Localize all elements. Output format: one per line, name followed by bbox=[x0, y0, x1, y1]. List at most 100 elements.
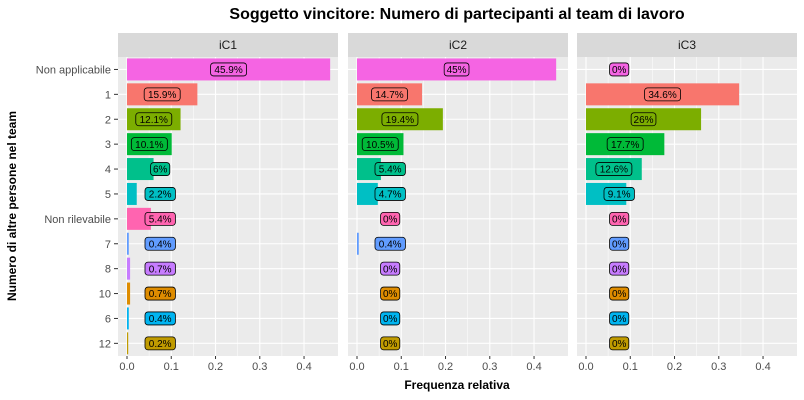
data-label: 0.7% bbox=[144, 286, 176, 301]
data-label-box bbox=[135, 112, 173, 127]
y-tick-label: 10 bbox=[99, 289, 111, 301]
data-label: 0% bbox=[609, 286, 630, 301]
x-tick-label: 0.0 bbox=[578, 361, 593, 373]
data-label: 0.7% bbox=[144, 261, 176, 276]
data-label-text: 15.9% bbox=[148, 90, 176, 101]
data-label-box bbox=[144, 211, 176, 226]
panel-background bbox=[118, 57, 338, 356]
data-label-text: 0% bbox=[383, 339, 398, 350]
data-label: 14.7% bbox=[371, 87, 408, 102]
data-label-text: 17.7% bbox=[611, 140, 639, 151]
x-tick-label: 0.0 bbox=[119, 361, 134, 373]
data-label: 0.2% bbox=[144, 336, 176, 351]
data-label-text: 0% bbox=[612, 214, 627, 225]
facet-strip bbox=[348, 33, 568, 57]
y-tick-label: 7 bbox=[105, 239, 111, 251]
data-label-box bbox=[609, 62, 630, 77]
data-label-box bbox=[144, 187, 176, 201]
y-tick-label: 6 bbox=[105, 313, 111, 325]
data-label-text: 4.7% bbox=[379, 190, 402, 201]
x-tick-label: 0.2 bbox=[438, 361, 453, 373]
data-label-box bbox=[595, 162, 633, 176]
x-tick-label: 0.3 bbox=[711, 361, 726, 373]
data-label: 10.1% bbox=[130, 137, 168, 152]
data-label-box bbox=[630, 112, 657, 127]
data-label-text: 14.7% bbox=[375, 90, 403, 101]
bar bbox=[127, 182, 137, 205]
data-label: 0% bbox=[380, 261, 401, 276]
data-label: 26% bbox=[630, 112, 657, 127]
x-tick-label: 0.4 bbox=[296, 361, 311, 373]
x-tick-label: 0.4 bbox=[755, 361, 770, 373]
panel-ic2: iC2 0.0 0.1 0.2 0.3 0.4 45% 14.7% 19.4% 10.5% 5.4%… bbox=[348, 33, 568, 373]
data-label-box bbox=[381, 112, 419, 127]
data-label-box bbox=[609, 336, 630, 351]
data-label-box bbox=[380, 311, 401, 326]
data-label-text: 0% bbox=[612, 339, 627, 350]
data-label: 9.1% bbox=[603, 187, 635, 201]
data-label-box bbox=[603, 187, 635, 201]
data-label: 2.2% bbox=[144, 187, 176, 201]
chart-title: Soggetto vincitore: Numero di partecipan… bbox=[229, 6, 684, 23]
data-label: 0.4% bbox=[374, 236, 406, 251]
data-label-box bbox=[144, 286, 176, 301]
data-label-box bbox=[143, 87, 181, 102]
data-label: 0% bbox=[609, 236, 630, 251]
panel-ic1: iC1 0.0 0.1 0.2 0.3 0.4 45.9% 15.9% 12.1% 10.1% 6%… bbox=[118, 33, 338, 373]
y-tick-label: 8 bbox=[105, 264, 111, 276]
facet-panels: iC1 0.0 0.1 0.2 0.3 0.4 45.9% 15.9% 12.1% 10.1% 6%… bbox=[118, 33, 797, 373]
bar bbox=[127, 332, 129, 355]
data-label: 45% bbox=[443, 62, 470, 77]
data-label-text: 26% bbox=[634, 115, 654, 126]
data-label-text: 45.9% bbox=[214, 65, 242, 76]
data-label: 0.4% bbox=[144, 236, 176, 251]
data-label-text: 45% bbox=[447, 65, 467, 76]
data-label: 45.9% bbox=[210, 62, 247, 77]
data-label-box bbox=[609, 261, 630, 276]
data-label-box bbox=[210, 62, 247, 77]
x-tick-label: 0.4 bbox=[526, 361, 541, 373]
panel-background bbox=[348, 57, 568, 356]
data-label-text: 0% bbox=[383, 264, 398, 275]
data-label: 0% bbox=[609, 336, 630, 351]
data-label-text: 0% bbox=[612, 289, 627, 300]
data-label-box bbox=[371, 87, 408, 102]
data-label-box bbox=[380, 286, 401, 301]
x-tick-label: 0.2 bbox=[667, 361, 682, 373]
data-label-text: 5.4% bbox=[149, 214, 172, 225]
data-label-box bbox=[144, 261, 176, 276]
data-label-text: 0.4% bbox=[149, 314, 172, 325]
data-label-box bbox=[374, 187, 406, 201]
data-label: 0% bbox=[380, 336, 401, 351]
data-label: 17.7% bbox=[606, 137, 644, 152]
y-tick-label: 12 bbox=[99, 338, 111, 350]
data-label-text: 0% bbox=[383, 289, 398, 300]
data-label-box bbox=[374, 236, 406, 251]
x-tick-label: 0.2 bbox=[208, 361, 223, 373]
data-label-box bbox=[144, 336, 176, 351]
facet-strip-label: iC3 bbox=[678, 38, 696, 52]
data-label-box bbox=[606, 137, 644, 152]
panel-background bbox=[577, 57, 797, 356]
data-label: 0% bbox=[380, 286, 401, 301]
data-label-box bbox=[609, 286, 630, 301]
data-label-box bbox=[609, 311, 630, 326]
data-label-text: 19.4% bbox=[386, 115, 414, 126]
data-label-text: 12.1% bbox=[140, 115, 168, 126]
data-label: 34.6% bbox=[644, 87, 681, 102]
data-label-text: 10.5% bbox=[366, 140, 394, 151]
data-label-box bbox=[609, 211, 630, 226]
y-tick-label: Non applicabile bbox=[36, 64, 111, 76]
data-label: 0% bbox=[609, 211, 630, 226]
data-label-box bbox=[644, 87, 681, 102]
bar bbox=[127, 232, 129, 255]
panel-ic3: iC3 0.0 0.1 0.2 0.3 0.4 0% 34.6% 26% 17.7% 12.6% 9.… bbox=[577, 33, 797, 373]
x-tick-label: 0.3 bbox=[252, 361, 267, 373]
y-tick-label: 1 bbox=[105, 89, 111, 101]
data-label: 10.5% bbox=[361, 137, 399, 152]
data-label-text: 9.1% bbox=[608, 190, 631, 201]
data-label-box bbox=[609, 236, 630, 251]
data-label-box bbox=[150, 162, 171, 176]
data-label-text: 0% bbox=[612, 65, 627, 76]
